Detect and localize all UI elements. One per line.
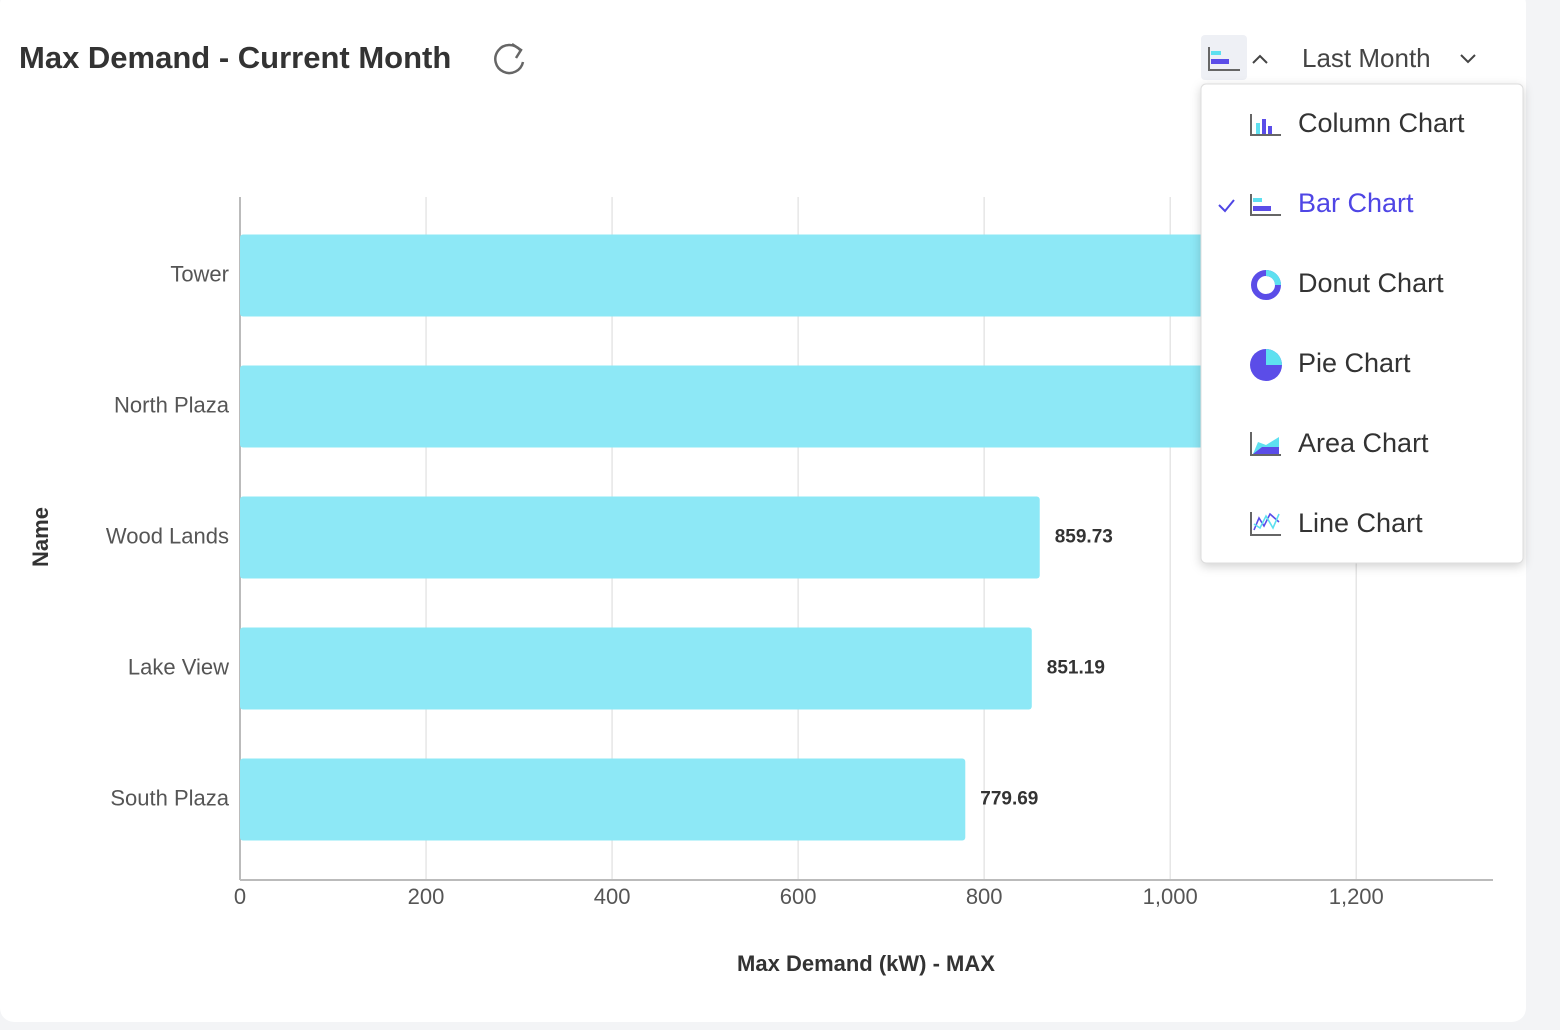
y-tick-label: Lake View xyxy=(128,654,229,679)
icon xyxy=(1253,512,1280,531)
icon xyxy=(1256,123,1260,134)
y-tick-label: North Plaza xyxy=(114,392,230,417)
period-label: Last Month xyxy=(1302,43,1431,73)
icon xyxy=(1265,270,1281,286)
menu-item[interactable]: Donut Chart xyxy=(1251,268,1444,300)
icon xyxy=(1266,349,1282,365)
menu-item[interactable]: Column Chart xyxy=(1250,108,1465,138)
chart-type-button[interactable] xyxy=(1201,35,1268,80)
x-tick-label: 800 xyxy=(966,884,1003,909)
x-tick-label: 600 xyxy=(780,884,817,909)
x-tick-label: 200 xyxy=(408,884,445,909)
bar xyxy=(240,234,1310,317)
icon xyxy=(1268,126,1272,134)
menu-item[interactable]: Pie Chart xyxy=(1250,348,1411,381)
menu-item[interactable]: Bar Chart xyxy=(1218,188,1414,218)
x-tick-label: 1,200 xyxy=(1329,884,1384,909)
icon xyxy=(1262,119,1266,134)
menu-item-label: Pie Chart xyxy=(1298,348,1411,378)
menu-item-label: Area Chart xyxy=(1298,428,1429,458)
chart-type-menu: Column Chart Bar Chart Donut Chart Pie C… xyxy=(1200,83,1524,564)
icon xyxy=(1208,47,1240,71)
menu-item-label: Donut Chart xyxy=(1298,268,1444,298)
icon xyxy=(1250,114,1281,136)
x-tick-label: 400 xyxy=(594,884,631,909)
value-label: 851.19 xyxy=(1047,658,1105,679)
refresh-arrow xyxy=(511,42,523,59)
y-tick-label: South Plaza xyxy=(110,785,229,810)
icon xyxy=(1253,206,1271,211)
button-bg xyxy=(1201,35,1247,80)
icon xyxy=(1250,512,1281,536)
period-select[interactable]: Last Month xyxy=(1302,43,1476,73)
card-title: Max Demand - Current Month xyxy=(19,40,451,75)
icon xyxy=(1211,59,1229,64)
icon xyxy=(1253,198,1262,202)
menu-item[interactable]: Line Chart xyxy=(1250,508,1423,538)
refresh-button[interactable] xyxy=(494,42,525,75)
menu-item[interactable]: Area Chart xyxy=(1250,428,1429,458)
value-label: 859.73 xyxy=(1055,527,1113,548)
y-tick-label: Wood Lands xyxy=(106,523,229,548)
menu-panel xyxy=(1200,83,1524,564)
x-axis-title: Max Demand (kW) - MAX xyxy=(737,951,995,976)
menu-item-label: Line Chart xyxy=(1298,508,1423,538)
icon xyxy=(1253,513,1280,530)
check-mark xyxy=(1218,199,1235,213)
x-tick-label: 0 xyxy=(234,884,246,909)
icon xyxy=(1253,447,1279,454)
icon xyxy=(1250,432,1281,456)
chevron-down xyxy=(1460,54,1476,64)
bar xyxy=(240,496,1040,579)
bar xyxy=(240,758,966,841)
menu-item-label: Bar Chart xyxy=(1298,188,1414,218)
y-tick-label: Tower xyxy=(170,261,229,286)
icon xyxy=(1250,194,1281,216)
bar xyxy=(240,365,1282,448)
icon xyxy=(1211,51,1221,55)
refresh-icon xyxy=(494,43,525,75)
x-tick-label: 1,000 xyxy=(1143,884,1198,909)
value-label: 779.69 xyxy=(980,789,1038,810)
y-axis-title: Name xyxy=(28,507,53,567)
bar xyxy=(240,627,1032,710)
menu-item-label: Column Chart xyxy=(1298,108,1465,138)
caret-up xyxy=(1252,54,1268,64)
